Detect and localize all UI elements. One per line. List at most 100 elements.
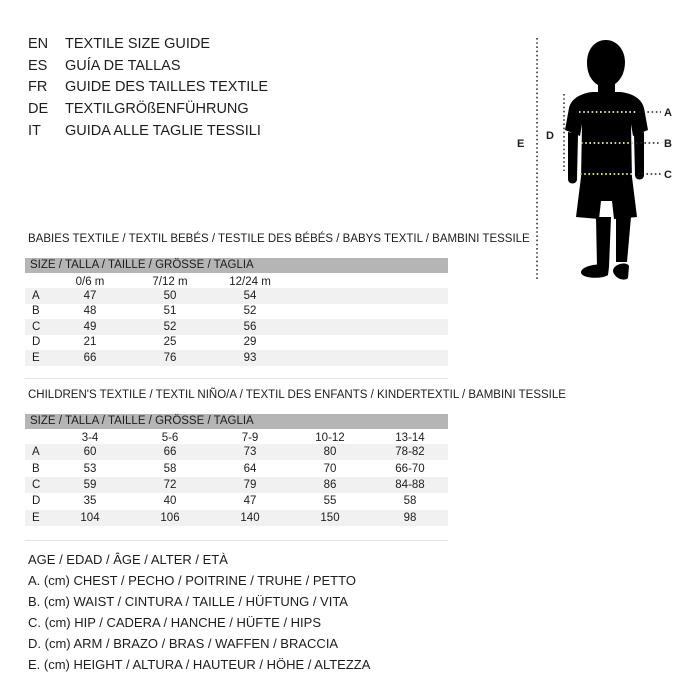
table-row: C 49 52 56 (25, 319, 448, 335)
table-cell: 35 (83, 495, 97, 508)
list-item: DE TEXTILGRÖßENFÜHRUNG (28, 99, 268, 121)
column-header: 3-4 (81, 431, 99, 444)
table-row: A 47 50 54 (25, 288, 448, 304)
children-section-title: CHILDREN'S TEXTILE / TEXTIL NIÑO/A / TEX… (28, 389, 566, 401)
row-label: E (32, 351, 40, 364)
table-cell: 104 (80, 511, 100, 524)
table-cell: 84-88 (395, 478, 425, 491)
table-cell: 21 (83, 336, 97, 349)
list-item: IT GUIDA ALLE TAGLIE TESSILI (28, 121, 268, 143)
silhouette-left-arm (568, 132, 578, 184)
guide-title: GUIDA ALLE TAGLIE TESSILI (65, 122, 261, 139)
table-cell: 80 (323, 446, 337, 459)
table-bottom-rule (25, 540, 448, 541)
language-code: ES (28, 57, 48, 74)
table-cell: 51 (163, 305, 177, 318)
table-cell: 50 (163, 289, 177, 302)
legend-item-hip: C. (cm) HIP / CADERA / HANCHE / HÜFTE / … (28, 615, 322, 630)
table-row: E 66 76 93 (25, 350, 448, 366)
row-label: E (32, 511, 40, 524)
column-header: 7-9 (241, 431, 259, 444)
table-cell: 150 (320, 511, 340, 524)
table-cell: 52 (243, 305, 257, 318)
column-header: 5-6 (161, 431, 179, 444)
silhouette-right-arm (634, 132, 644, 180)
measurement-legend: AGE / EDAD / ÂGE / ALTER / ETÀ A. (cm) C… (28, 549, 370, 675)
table-cell: 106 (160, 511, 180, 524)
row-label: B (32, 462, 40, 475)
table-cell: 54 (243, 289, 257, 302)
measurement-figure: A B C D E (495, 20, 695, 290)
row-label: D (32, 336, 41, 349)
table-row: A 60 66 73 80 78-82 (25, 444, 448, 461)
table-cell: 70 (323, 462, 337, 475)
guide-title: GUÍA DE TALLAS (65, 57, 181, 74)
silhouette-right-leg (616, 217, 631, 262)
row-label: C (32, 478, 41, 491)
table-bottom-rule (25, 378, 448, 379)
row-label: A (32, 446, 40, 459)
table-cell: 47 (83, 289, 97, 302)
table-cell: 79 (243, 478, 257, 491)
table-cell: 66-70 (395, 462, 425, 475)
table-cell: 49 (83, 320, 97, 333)
babies-size-table: 0/6 m 7/12 m 12/24 m A 47 50 54 B 48 51 52 C 49 52 56 D… (25, 275, 448, 366)
table-cell: 53 (83, 462, 97, 475)
table-cell: 76 (163, 351, 177, 364)
table-cell: 58 (403, 495, 417, 508)
table-cell: 98 (403, 511, 417, 524)
table-cell: 25 (163, 336, 177, 349)
row-label: A (32, 289, 40, 302)
column-header: 7/12 m (152, 275, 188, 288)
figure-label-d: D (546, 130, 554, 142)
children-size-table: 3-4 5-6 7-9 10-12 13-14 A 60 66 73 80 78-82 B 53 58 64… (25, 431, 448, 526)
column-header: 13-14 (395, 431, 425, 444)
legend-item-waist: B. (cm) WAIST / CINTURA / TAILLE / HÜFTU… (28, 594, 348, 609)
figure-label-c: C (664, 169, 672, 181)
table-row: C 59 72 79 86 84-88 (25, 476, 448, 494)
table-cell: 58 (163, 462, 177, 475)
table-cell: 48 (83, 305, 97, 318)
list-item: EN TEXTILE SIZE GUIDE (28, 34, 268, 56)
table-cell: 47 (243, 495, 257, 508)
babies-size-bar: SIZE / TALLA / TAILLE / GRÖSSE / TAGLIA (25, 258, 448, 273)
legend-item-arm: D. (cm) ARM / BRAZO / BRAS / WAFFEN / BR… (28, 636, 339, 651)
babies-section-title: BABIES TEXTILE / TEXTIL BEBÉS / TESTILE … (28, 233, 530, 245)
language-code: EN (28, 36, 49, 52)
table-cell: 52 (163, 320, 177, 333)
table-header-row: 0/6 m 7/12 m 12/24 m (25, 275, 448, 288)
list-item: FR GUIDE DES TAILLES TEXTILE (28, 77, 268, 99)
row-label: D (32, 495, 41, 508)
figure-label-b: B (664, 138, 672, 150)
silhouette-left-leg (596, 217, 611, 267)
table-cell: 93 (243, 351, 257, 364)
silhouette-left-shoe (580, 264, 609, 278)
table-cell: 73 (243, 446, 257, 459)
silhouette-right-shoe (613, 263, 629, 280)
table-row: E 104 106 140 150 98 (25, 509, 448, 526)
silhouette-head (587, 40, 625, 92)
column-header: 12/24 m (229, 275, 271, 288)
table-cell: 55 (323, 495, 337, 508)
table-cell: 59 (83, 478, 97, 491)
table-cell: 72 (163, 478, 177, 491)
guide-title: TEXTILGRÖßENFÜHRUNG (65, 101, 249, 118)
table-cell: 66 (163, 446, 177, 459)
table-cell: 140 (240, 511, 260, 524)
guide-title: TEXTILE SIZE GUIDE (65, 36, 211, 52)
legend-item-chest: A. (cm) CHEST / PECHO / POITRINE / TRUHE… (28, 573, 356, 588)
figure-label-e: E (517, 138, 524, 150)
list-item: ES GUÍA DE TALLAS (28, 56, 268, 78)
table-cell: 56 (243, 320, 257, 333)
child-silhouette (565, 40, 648, 280)
legend-age-line: AGE / EDAD / ÂGE / ALTER / ETÀ (28, 552, 228, 567)
table-cell: 29 (243, 336, 257, 349)
table-cell: 86 (323, 478, 337, 491)
children-size-bar: SIZE / TALLA / TAILLE / GRÖSSE / TAGLIA (25, 414, 448, 429)
child-silhouette-diagram: A B C D E (517, 38, 672, 281)
table-row: B 53 58 64 70 66-70 (25, 460, 448, 476)
figure-label-a: A (664, 107, 672, 119)
table-cell: 78-82 (395, 446, 425, 459)
table-cell: 60 (83, 446, 97, 459)
